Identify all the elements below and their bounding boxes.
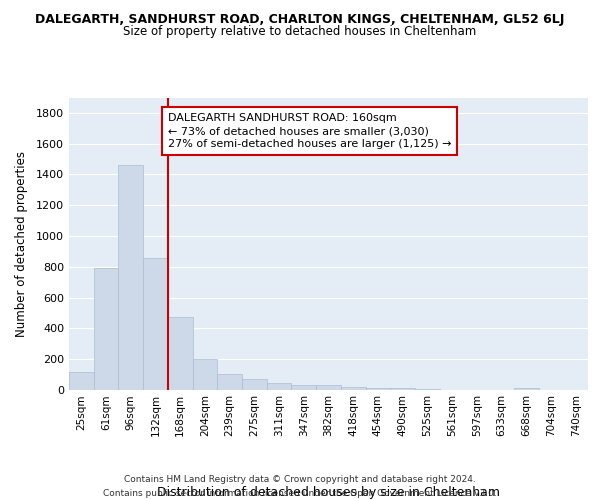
Text: Contains HM Land Registry data © Crown copyright and database right 2024.
Contai: Contains HM Land Registry data © Crown c…	[103, 476, 497, 498]
X-axis label: Distribution of detached houses by size in Cheltenham: Distribution of detached houses by size …	[157, 486, 500, 500]
Bar	[143, 258, 168, 390]
Bar	[69, 372, 94, 390]
Text: DALEGARTH SANDHURST ROAD: 160sqm
← 73% of detached houses are smaller (3,030)
27: DALEGARTH SANDHURST ROAD: 160sqm ← 73% o…	[168, 113, 451, 150]
Bar	[193, 359, 217, 390]
Bar	[415, 389, 440, 390]
Bar	[514, 388, 539, 390]
Bar	[94, 268, 118, 390]
Text: DALEGARTH, SANDHURST ROAD, CHARLTON KINGS, CHELTENHAM, GL52 6LJ: DALEGARTH, SANDHURST ROAD, CHARLTON KING…	[35, 12, 565, 26]
Bar	[292, 386, 316, 390]
Text: Size of property relative to detached houses in Cheltenham: Size of property relative to detached ho…	[124, 25, 476, 38]
Bar	[316, 386, 341, 390]
Bar	[390, 388, 415, 390]
Bar	[365, 388, 390, 390]
Bar	[217, 374, 242, 390]
Bar	[168, 317, 193, 390]
Y-axis label: Number of detached properties: Number of detached properties	[14, 151, 28, 337]
Bar	[341, 387, 365, 390]
Bar	[267, 383, 292, 390]
Bar	[242, 379, 267, 390]
Bar	[118, 165, 143, 390]
